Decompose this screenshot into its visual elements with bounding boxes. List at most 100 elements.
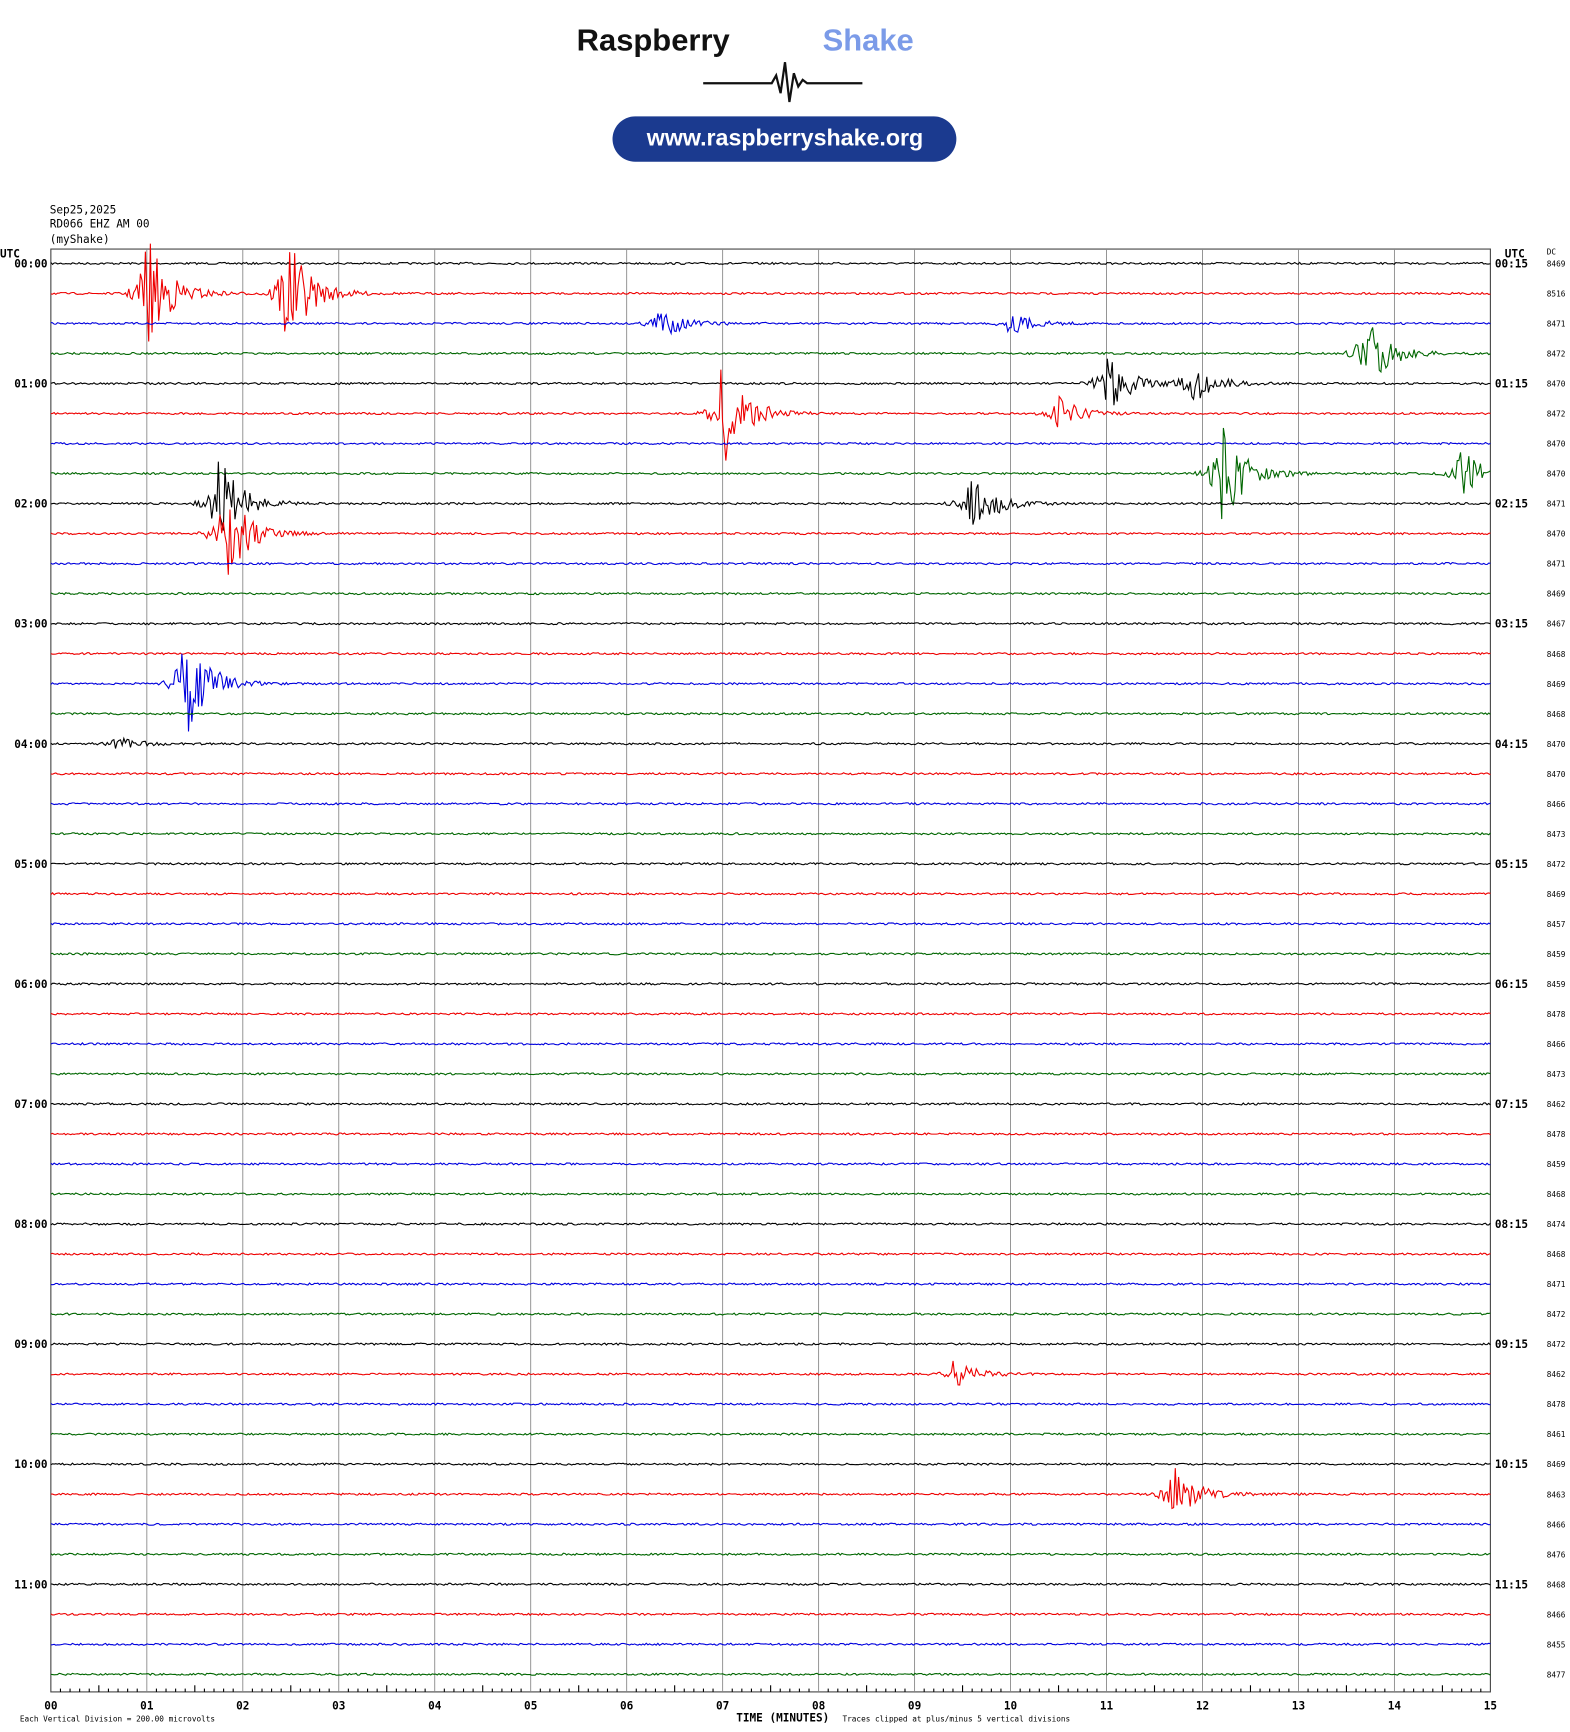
left-time-label: 00:00 <box>14 258 47 271</box>
dc-value: 8470 <box>1547 770 1566 779</box>
trace <box>50 861 1491 866</box>
right-time-label: 07:15 <box>1495 1098 1528 1111</box>
dc-value: 8455 <box>1547 1640 1566 1649</box>
dc-value: 8473 <box>1547 1070 1566 1079</box>
dc-value: 8471 <box>1547 500 1566 509</box>
trace <box>50 832 1491 836</box>
dc-value: 8471 <box>1547 1280 1566 1289</box>
trace <box>50 982 1491 986</box>
dc-value: 8466 <box>1547 1040 1566 1049</box>
dc-value: 8462 <box>1547 1100 1566 1109</box>
trace <box>50 1642 1491 1647</box>
dc-value: 8459 <box>1547 1160 1566 1169</box>
left-time-label: 07:00 <box>14 1098 47 1111</box>
trace <box>50 952 1491 956</box>
trace <box>50 711 1491 716</box>
dc-value: 8470 <box>1547 740 1566 749</box>
trace <box>50 591 1491 596</box>
left-time-label: 08:00 <box>14 1218 47 1231</box>
left-time-label: 02:00 <box>14 498 47 511</box>
dc-value: 8474 <box>1547 1220 1566 1229</box>
dc-value: 8461 <box>1547 1430 1566 1439</box>
x-tick-label: 12 <box>1196 1699 1209 1712</box>
x-tick-label: 06 <box>620 1699 634 1712</box>
dc-value: 8477 <box>1547 1670 1566 1679</box>
dc-value: 8472 <box>1547 1310 1566 1319</box>
trace <box>50 801 1491 806</box>
trace <box>50 461 1491 531</box>
trace <box>50 1360 1491 1386</box>
x-tick-label: 03 <box>332 1699 345 1712</box>
dc-value: 8478 <box>1547 1130 1566 1139</box>
dc-value: 8469 <box>1547 260 1566 269</box>
dc-value: 8471 <box>1547 320 1566 329</box>
trace <box>50 1162 1491 1166</box>
x-tick-label: 15 <box>1484 1699 1497 1712</box>
right-time-label: 09:15 <box>1495 1338 1528 1351</box>
footer-clip: Traces clipped at plus/minus 5 vertical … <box>842 1715 1070 1724</box>
left-time-label: 05:00 <box>14 858 47 871</box>
left-axis-title: UTC <box>0 248 20 261</box>
dc-value: 8463 <box>1547 1490 1566 1499</box>
plot-frame <box>50 248 1491 1693</box>
left-time-label: 10:00 <box>14 1458 47 1471</box>
left-time-label: 06:00 <box>14 978 47 991</box>
right-time-label: 03:15 <box>1495 618 1528 631</box>
dc-value: 8470 <box>1547 530 1566 539</box>
dc-value: 8478 <box>1547 1010 1566 1019</box>
right-axis-title: UTC <box>1505 248 1525 261</box>
url-pill <box>612 116 957 162</box>
trace <box>50 1042 1491 1046</box>
dc-value: 8470 <box>1547 440 1566 449</box>
right-time-label: 00:15 <box>1495 258 1528 271</box>
trace <box>50 1672 1491 1677</box>
trace <box>50 313 1491 336</box>
trace <box>50 1468 1491 1510</box>
right-time-label: 10:15 <box>1495 1458 1528 1471</box>
x-tick-label: 01 <box>140 1699 154 1712</box>
x-tick-label: 02 <box>236 1699 249 1712</box>
trace <box>50 561 1491 566</box>
x-tick-label: 11 <box>1100 1699 1114 1712</box>
dc-value: 8468 <box>1547 1580 1566 1589</box>
dc-value: 8470 <box>1547 380 1566 389</box>
dc-value: 8516 <box>1547 290 1566 299</box>
dc-value: 8468 <box>1547 1190 1566 1199</box>
dc-value: 8466 <box>1547 1610 1566 1619</box>
dc-value: 8466 <box>1547 1520 1566 1529</box>
x-tick-label: 04 <box>428 1699 442 1712</box>
trace <box>50 1432 1491 1436</box>
right-time-label: 02:15 <box>1495 498 1528 511</box>
x-tick-label: 13 <box>1292 1699 1305 1712</box>
trace <box>50 1072 1491 1076</box>
dc-value: 8459 <box>1547 980 1566 989</box>
dc-title: DC <box>1547 247 1557 256</box>
trace <box>50 1402 1491 1406</box>
dc-value: 8473 <box>1547 830 1566 839</box>
dc-value: 8469 <box>1547 1460 1566 1469</box>
trace <box>50 922 1491 926</box>
trace <box>50 1312 1491 1316</box>
trace <box>50 358 1491 406</box>
trace <box>50 1282 1491 1286</box>
dc-value: 8471 <box>1547 560 1566 569</box>
dc-value: 8459 <box>1547 950 1566 959</box>
x-tick-label: 14 <box>1388 1699 1402 1712</box>
dc-value: 8472 <box>1547 350 1566 359</box>
left-time-label: 01:00 <box>14 378 47 391</box>
brand-right: Shake <box>823 22 914 57</box>
dc-value: 8470 <box>1547 470 1566 479</box>
trace <box>50 1222 1491 1226</box>
right-time-label: 01:15 <box>1495 378 1528 391</box>
meta-station: RD066 EHZ AM 00 <box>50 218 150 231</box>
dc-value: 8468 <box>1547 1250 1566 1259</box>
trace <box>50 1342 1491 1346</box>
right-time-label: 05:15 <box>1495 858 1528 871</box>
logo-wave <box>703 62 863 103</box>
meta-owner: (myShake) <box>50 233 110 246</box>
trace <box>50 1012 1491 1016</box>
trace <box>50 369 1491 461</box>
trace <box>50 651 1491 656</box>
trace <box>50 1522 1491 1527</box>
x-tick-label: 05 <box>524 1699 537 1712</box>
